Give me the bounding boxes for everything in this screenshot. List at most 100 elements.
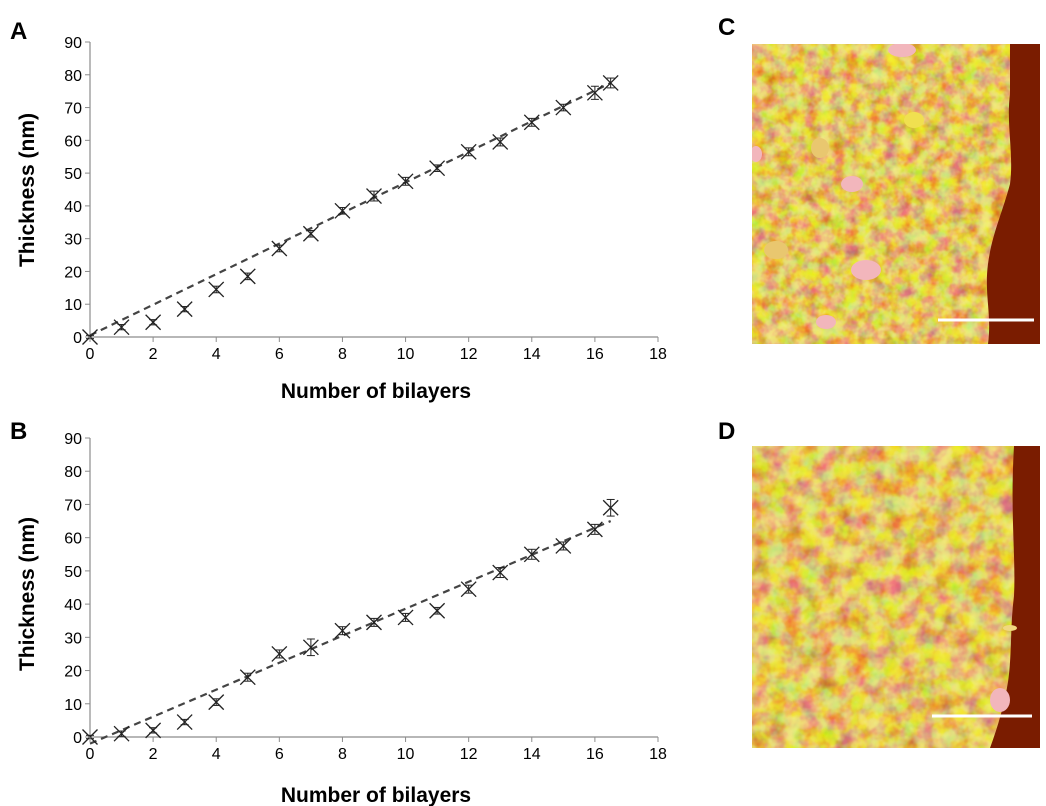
chart-a-data-point	[208, 281, 225, 298]
chart-a-marker-stroke	[586, 84, 603, 101]
chart-b-data-point	[113, 725, 130, 742]
chart-b-ytick-label: 10	[64, 697, 82, 714]
chart-a-xtick-label: 0	[86, 346, 95, 363]
chart-b-data-point	[271, 645, 288, 662]
chart-b-xtick-label: 16	[586, 746, 604, 763]
chart-b-marker-stroke	[366, 614, 382, 631]
chart-a-ticks: 0 10 20 30 40 50 60 70 80 90 0 2 4 6 8 10 12 14 16 18	[64, 35, 667, 363]
chart-b-ytick-label: 20	[64, 664, 82, 681]
chart-b-marker-stroke	[555, 538, 572, 554]
chart-a-ytick-label: 70	[64, 101, 82, 118]
chart-a-data-point	[239, 268, 256, 285]
chart-a-ylabel: Thickness (nm)	[16, 113, 39, 267]
afm-d-particle	[1003, 625, 1017, 631]
chart-a-marks	[82, 75, 619, 345]
afm-c-particle	[764, 241, 788, 259]
afm-d-substrate	[990, 446, 1040, 748]
chart-b-ticks: 0 10 20 30 40 50 60 70 80 90 0 2 4 6 8 10 12 14 16 18	[64, 431, 667, 763]
chart-a-xtick-label: 14	[523, 346, 541, 363]
chart-a-data-point	[113, 319, 130, 336]
chart-a-data-point	[429, 160, 446, 177]
chart-b-axes	[89, 438, 658, 738]
chart-b-xtick-label: 14	[523, 746, 541, 763]
chart-a-xtick-label: 2	[149, 346, 158, 363]
chart-a: 0 10 20 30 40 50 60 70 80 90 0 2 4 6 8 10 12 14 16 18 Numbe…	[16, 35, 667, 403]
chart-b-data-point	[239, 669, 256, 686]
chart-a-marker-stroke	[271, 240, 288, 257]
chart-b-marker-stroke	[176, 714, 193, 731]
chart-a-fit-line	[89, 81, 612, 337]
chart-b-data-point	[334, 622, 351, 639]
chart-a-data-point	[334, 202, 351, 219]
chart-b-ytick-label: 80	[64, 464, 82, 481]
chart-a-marker-stroke	[176, 301, 193, 318]
chart-b-marker-stroke	[239, 669, 256, 686]
chart-a-ytick-label: 80	[64, 68, 82, 85]
chart-a-marker-stroke	[239, 268, 256, 285]
chart-b-ytick-label: 60	[64, 531, 82, 548]
chart-b-data-point	[429, 602, 446, 619]
chart-a-xtick-label: 4	[212, 346, 221, 363]
chart-b-data-point	[176, 714, 193, 731]
afm-c-particle	[904, 112, 924, 128]
afm-c-particle	[841, 176, 863, 192]
chart-a-data-point	[555, 99, 572, 116]
chart-a-data-point	[397, 173, 414, 190]
chart-a-xtick-label: 8	[338, 346, 347, 363]
chart-a-marker-stroke	[397, 173, 414, 190]
chart-b-marker-stroke	[397, 609, 414, 626]
chart-b-data-point	[460, 581, 477, 598]
afm-c-particle	[816, 315, 836, 329]
chart-b-fit	[89, 520, 612, 745]
chart-b-marker-stroke	[208, 694, 225, 711]
chart-a-xtick-label: 18	[649, 346, 667, 363]
chart-a-ytick-label: 10	[64, 297, 82, 314]
panel-letter-a: A	[10, 18, 28, 45]
chart-b-ytick-label: 0	[73, 730, 82, 747]
chart-b: 0 10 20 30 40 50 60 70 80 90 0 2 4 6 8 10 12 14 16 18 Numbe…	[16, 431, 667, 806]
chart-a-ytick-label: 0	[73, 330, 82, 347]
chart-a-data-point	[492, 134, 509, 150]
chart-b-marker-stroke	[334, 622, 351, 639]
chart-b-ytick-label: 40	[64, 597, 82, 614]
chart-b-data-point	[586, 521, 603, 538]
chart-b-xtick-label: 12	[460, 746, 478, 763]
chart-a-data-point	[176, 301, 193, 318]
chart-a-ytick-label: 40	[64, 199, 82, 216]
chart-a-ytick-label: 50	[64, 166, 82, 183]
chart-b-data-point	[366, 614, 382, 631]
chart-b-marker-stroke	[492, 564, 509, 581]
afm-image-d	[752, 446, 1040, 748]
chart-b-ytick-label: 30	[64, 630, 82, 647]
chart-a-marker-stroke	[366, 188, 382, 205]
chart-b-ylabel: Thickness (nm)	[16, 517, 39, 671]
chart-b-xtick-label: 6	[275, 746, 284, 763]
chart-a-xtick-label: 16	[586, 346, 604, 363]
chart-b-ytick-label: 90	[64, 431, 82, 448]
chart-a-xtick-label: 10	[397, 346, 415, 363]
chart-a-data-point	[366, 188, 382, 205]
panel-letter-d: D	[718, 418, 736, 445]
chart-b-data-point	[302, 638, 319, 657]
chart-b-marker-stroke	[586, 521, 603, 538]
chart-a-data-point	[271, 240, 288, 257]
chart-a-marker-stroke	[460, 143, 477, 160]
chart-a-ytick-label: 20	[64, 264, 82, 281]
chart-b-marker-stroke	[302, 639, 319, 656]
afm-c-particle	[811, 138, 829, 158]
chart-a-data-point	[460, 143, 477, 160]
chart-a-marker-stroke	[523, 114, 540, 131]
chart-b-xtick-label: 18	[649, 746, 667, 763]
chart-a-fit	[89, 81, 612, 337]
chart-a-data-point	[602, 75, 619, 91]
chart-b-data-point	[208, 694, 225, 711]
afm-c-particle	[851, 260, 881, 280]
chart-a-marker-stroke	[429, 160, 446, 177]
chart-b-ytick-label: 50	[64, 564, 82, 581]
chart-a-xtick-label: 6	[275, 346, 284, 363]
chart-a-marker-stroke	[602, 75, 619, 91]
chart-b-xlabel: Number of bilayers	[281, 784, 471, 806]
panel-letter-b: B	[10, 418, 28, 445]
chart-b-marker-stroke	[523, 546, 540, 563]
afm-c-particle	[888, 44, 916, 57]
